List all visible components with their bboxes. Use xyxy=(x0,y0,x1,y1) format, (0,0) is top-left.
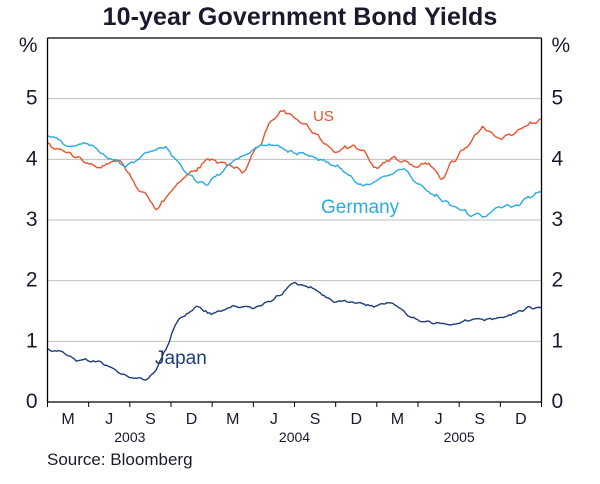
svg-text:5: 5 xyxy=(552,87,564,110)
svg-text:D: D xyxy=(350,411,362,428)
svg-text:Germany: Germany xyxy=(321,197,400,218)
svg-text:1: 1 xyxy=(552,329,564,352)
svg-text:0: 0 xyxy=(26,390,38,413)
svg-text:1: 1 xyxy=(26,329,38,352)
svg-text:Japan: Japan xyxy=(155,348,207,369)
svg-text:%: % xyxy=(19,34,38,57)
svg-text:J: J xyxy=(435,411,443,428)
svg-text:3: 3 xyxy=(552,208,564,231)
svg-text:S: S xyxy=(145,411,156,428)
svg-text:J: J xyxy=(105,411,113,428)
svg-text:3: 3 xyxy=(26,208,38,231)
svg-text:%: % xyxy=(552,34,571,57)
svg-text:M: M xyxy=(226,411,239,428)
svg-text:4: 4 xyxy=(552,147,564,170)
svg-text:S: S xyxy=(310,411,321,428)
svg-text:2005: 2005 xyxy=(444,429,475,445)
svg-text:2004: 2004 xyxy=(279,429,310,445)
svg-text:2: 2 xyxy=(552,269,564,292)
svg-text:M: M xyxy=(61,411,74,428)
svg-text:5: 5 xyxy=(26,87,38,110)
svg-text:0: 0 xyxy=(552,390,564,413)
svg-text:D: D xyxy=(186,411,198,428)
svg-text:D: D xyxy=(515,411,527,428)
svg-text:2: 2 xyxy=(26,269,38,292)
svg-text:M: M xyxy=(391,411,404,428)
svg-text:US: US xyxy=(313,108,334,125)
svg-text:2003: 2003 xyxy=(114,429,145,445)
svg-text:4: 4 xyxy=(26,147,38,170)
svg-text:S: S xyxy=(474,411,485,428)
svg-text:J: J xyxy=(270,411,278,428)
